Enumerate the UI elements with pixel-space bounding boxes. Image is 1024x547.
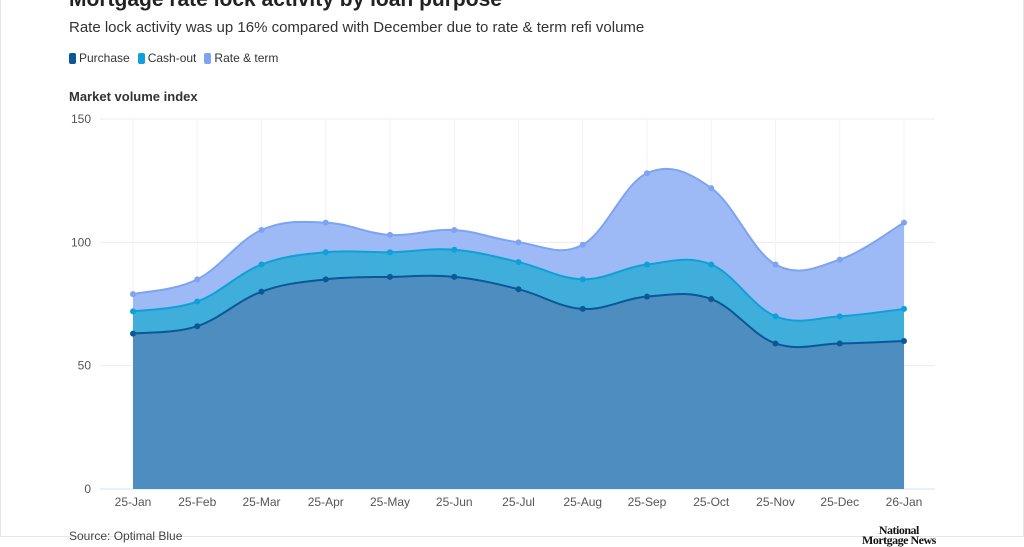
data-point (387, 249, 393, 256)
x-tick-label: 25-Oct (693, 495, 730, 509)
data-point (258, 288, 265, 295)
x-tick-label: 25-Jan (115, 495, 152, 509)
legend-item[interactable]: Cash-out (137, 51, 197, 65)
x-tick-label: 25-Aug (563, 495, 602, 509)
source-note: Source: Optimal Blue (69, 529, 183, 543)
data-point (901, 305, 907, 312)
publisher-logo: National Mortgage News (862, 523, 936, 547)
x-tick-label: 25-Apr (308, 495, 344, 509)
data-point (451, 246, 458, 253)
data-point (515, 286, 522, 293)
y-tick-label: 50 (78, 359, 92, 373)
x-tick-label: 25-Nov (756, 495, 795, 509)
data-point (130, 330, 136, 337)
data-point (644, 261, 650, 268)
data-point (258, 261, 265, 268)
data-point (772, 261, 779, 268)
data-point (708, 185, 715, 192)
data-point (322, 219, 329, 226)
data-point (901, 219, 907, 226)
area-purchase (133, 275, 904, 489)
chart-subtitle: Rate lock activity was up 16% compared w… (69, 19, 645, 36)
data-point (130, 291, 136, 298)
data-point (579, 276, 586, 283)
data-point (130, 308, 136, 315)
legend-label: Purchase (79, 51, 130, 65)
x-tick-label: 25-May (370, 495, 410, 509)
data-point (387, 273, 393, 280)
y-axis-label: Market volume index (69, 89, 198, 104)
legend-item[interactable]: Purchase (69, 51, 130, 65)
data-point (322, 276, 329, 283)
legend-swatch (69, 52, 76, 64)
y-tick-label: 0 (84, 482, 91, 496)
legend-label: Cash-out (147, 51, 197, 65)
data-point (451, 273, 458, 280)
data-point (194, 276, 201, 283)
x-tick-label: 25-Jun (436, 495, 473, 509)
data-point (708, 261, 715, 268)
data-point (258, 227, 265, 233)
x-tick-label: 25-Feb (178, 495, 216, 509)
data-point (901, 338, 907, 344)
legend-swatch (137, 52, 145, 64)
data-point (836, 256, 843, 263)
data-point (836, 313, 843, 320)
legend-item[interactable]: Rate & term (204, 51, 278, 65)
data-point (194, 298, 201, 305)
x-tick-label: 26-Jan (886, 495, 923, 509)
data-point (451, 227, 458, 233)
data-point (515, 259, 522, 266)
data-point (515, 239, 522, 246)
x-tick-label: 25-Dec (820, 495, 859, 509)
legend: Purchase Cash-out Rate & term (69, 51, 278, 65)
data-point (194, 323, 201, 330)
data-point (579, 305, 586, 312)
data-point (772, 313, 779, 320)
x-tick-label: 25-Sep (628, 495, 667, 509)
data-point (644, 293, 650, 300)
data-point (644, 170, 650, 177)
x-tick-label: 25-Jul (502, 495, 535, 509)
legend-label: Rate & term (214, 51, 279, 65)
data-point (708, 296, 715, 303)
x-tick-label: 25-Mar (242, 495, 280, 509)
data-point (579, 241, 586, 248)
chart-title: Mortgage rate lock activity by loan purp… (69, 0, 502, 12)
data-point (387, 231, 393, 238)
y-tick-label: 100 (71, 235, 91, 249)
data-point (772, 340, 779, 347)
data-point (836, 340, 843, 347)
data-point (322, 249, 329, 256)
legend-swatch (204, 52, 212, 64)
y-tick-label: 150 (71, 112, 91, 126)
